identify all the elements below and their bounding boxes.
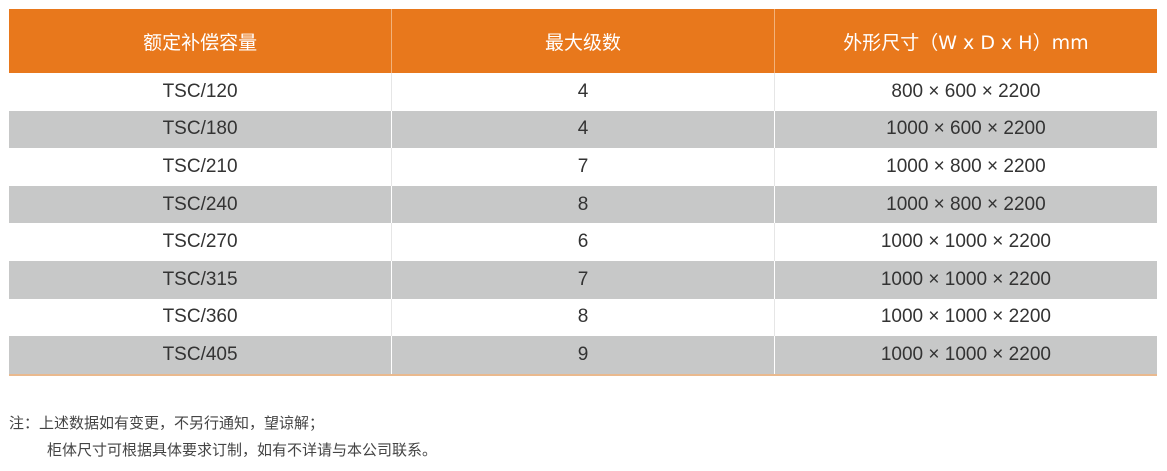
cell-capacity: TSC/315 <box>9 260 392 299</box>
table-row: TSC/405 9 1000 × 1000 × 2200 <box>9 336 1157 375</box>
cell-max-stages: 7 <box>391 260 775 299</box>
footnote-line-1: 注：上述数据如有变更，不另行通知，望谅解； <box>9 414 325 432</box>
cell-dimensions: 1000 × 1000 × 2200 <box>773 336 1157 375</box>
table-row: TSC/315 7 1000 × 1000 × 2200 <box>9 260 1157 299</box>
cell-dimensions: 1000 × 800 × 2200 <box>773 148 1157 186</box>
table-row: TSC/180 4 1000 × 600 × 2200 <box>9 110 1157 149</box>
cell-max-stages: 7 <box>391 148 775 186</box>
cell-capacity: TSC/120 <box>9 73 392 111</box>
cell-capacity: TSC/210 <box>9 148 392 186</box>
cell-dimensions: 1000 × 1000 × 2200 <box>773 298 1157 337</box>
cell-capacity: TSC/270 <box>9 223 392 261</box>
cell-dimensions: 1000 × 1000 × 2200 <box>773 260 1157 299</box>
cell-max-stages: 9 <box>391 336 775 375</box>
table-row: TSC/120 4 800 × 600 × 2200 <box>9 73 1157 111</box>
table-row: TSC/360 8 1000 × 1000 × 2200 <box>9 298 1157 337</box>
table-row: TSC/210 7 1000 × 800 × 2200 <box>9 148 1157 186</box>
cell-max-stages: 4 <box>391 73 775 111</box>
table-row: TSC/240 8 1000 × 800 × 2200 <box>9 185 1157 224</box>
cell-max-stages: 6 <box>391 223 775 261</box>
header-max-stages: 最大级数 <box>391 9 775 73</box>
cell-dimensions: 1000 × 600 × 2200 <box>773 110 1157 149</box>
header-capacity: 额定补偿容量 <box>9 9 392 73</box>
header-dimensions: 外形尺寸（W x D x H）mm <box>773 9 1157 73</box>
cell-max-stages: 8 <box>391 185 775 224</box>
cell-dimensions: 1000 × 1000 × 2200 <box>773 223 1157 261</box>
header-row: 额定补偿容量 最大级数 外形尺寸（W x D x H）mm <box>9 9 1157 73</box>
table-row: TSC/270 6 1000 × 1000 × 2200 <box>9 223 1157 261</box>
cell-capacity: TSC/240 <box>9 185 392 224</box>
cell-capacity: TSC/360 <box>9 298 392 337</box>
cell-max-stages: 4 <box>391 110 775 149</box>
footnote-line-2: 柜体尺寸可根据具体要求订制，如有不详请与本公司联系。 <box>47 441 438 459</box>
cell-dimensions: 800 × 600 × 2200 <box>773 73 1157 111</box>
cell-capacity: TSC/180 <box>9 110 392 149</box>
footnote: 注：上述数据如有变更，不另行通知，望谅解； 柜体尺寸可根据具体要求订制，如有不详… <box>9 410 437 464</box>
cell-capacity: TSC/405 <box>9 336 392 375</box>
cell-max-stages: 8 <box>391 298 775 337</box>
cell-dimensions: 1000 × 800 × 2200 <box>773 185 1157 224</box>
spec-table: 额定补偿容量 最大级数 外形尺寸（W x D x H）mm TSC/120 4 80… <box>9 9 1157 376</box>
